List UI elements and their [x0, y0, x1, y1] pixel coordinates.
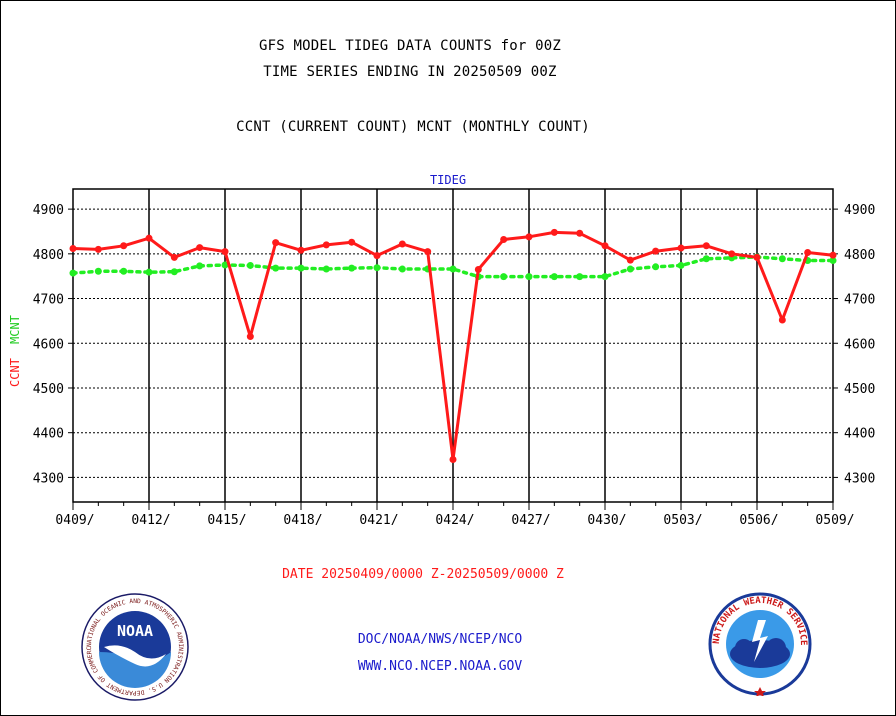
x-tick-label: 0427/	[511, 513, 550, 528]
data-point-mcnt	[145, 268, 153, 276]
data-point-ccnt	[94, 245, 102, 253]
data-point-mcnt	[322, 265, 330, 273]
data-point-mcnt	[69, 269, 77, 277]
x-axis-ticks: 0409/0412/0415/0418/0421/0424/0427/0430/…	[55, 502, 855, 528]
y-tick-label: 4300	[33, 471, 64, 486]
data-point-ccnt	[778, 316, 786, 324]
y-tick-label-right: 4300	[844, 471, 875, 486]
x-tick-label: 0412/	[131, 513, 170, 528]
y-tick-label: 4700	[33, 293, 64, 308]
x-tick-label: 0409/	[55, 513, 94, 528]
y-tick-label-right: 4700	[844, 293, 875, 308]
x-axis-label: DATE 20250409/0000 Z-20250509/0000 Z	[282, 567, 564, 582]
data-point-mcnt	[576, 273, 584, 281]
y-tick-label: 4800	[33, 248, 64, 263]
y-tick-label-right: 4900	[844, 203, 875, 218]
y-axis-label-ccnt: CCNT	[8, 358, 22, 387]
data-point-ccnt	[373, 252, 381, 260]
footer-agency-path: DOC/NOAA/NWS/NCEP/NCO	[357, 632, 523, 647]
x-tick-label: 0415/	[207, 513, 246, 528]
header-subtitle: TIME SERIES ENDING IN 20250509 00Z	[263, 64, 557, 80]
noaa-logo: NOAA NATIONAL OCEANIC AND ATMOSPHERIC AD…	[80, 592, 189, 701]
data-point-mcnt	[398, 265, 406, 273]
data-point-ccnt	[272, 239, 280, 247]
data-point-mcnt	[196, 262, 204, 270]
data-point-ccnt	[500, 236, 508, 244]
y-tick-label: 4900	[33, 203, 64, 218]
x-tick-label: 0506/	[739, 513, 778, 528]
data-point-ccnt	[348, 238, 356, 246]
data-point-mcnt	[221, 261, 229, 269]
x-tick-label: 0421/	[359, 513, 398, 528]
y-tick-label-right: 4500	[844, 382, 875, 397]
data-point-mcnt	[449, 265, 457, 273]
y-tick-label-right: 4800	[844, 248, 875, 263]
data-point-ccnt	[474, 265, 482, 273]
data-point-ccnt	[145, 234, 153, 242]
data-point-ccnt	[398, 240, 406, 248]
data-point-ccnt	[449, 456, 457, 464]
header-legend-description: CCNT (CURRENT COUNT) MCNT (MONTHLY COUNT…	[236, 119, 590, 135]
x-tick-label: 0418/	[283, 513, 322, 528]
y-tick-label: 4500	[33, 382, 64, 397]
data-point-mcnt	[297, 264, 305, 272]
data-point-mcnt	[778, 255, 786, 263]
data-point-ccnt	[677, 244, 685, 252]
data-point-ccnt	[246, 333, 254, 341]
x-tick-label: 0509/	[815, 513, 854, 528]
data-point-mcnt	[170, 268, 178, 276]
data-point-ccnt	[221, 248, 229, 256]
data-point-mcnt	[677, 261, 685, 269]
header-title: GFS MODEL TIDEG DATA COUNTS for 00Z	[258, 38, 561, 54]
data-point-mcnt	[246, 261, 254, 269]
x-tick-label: 0424/	[435, 513, 474, 528]
x-tick-label: 0503/	[663, 513, 702, 528]
data-point-ccnt	[120, 242, 128, 250]
data-point-ccnt	[196, 244, 204, 252]
data-point-ccnt	[626, 256, 634, 264]
nws-logo: NATIONAL WEATHER SERVICE	[708, 592, 812, 696]
data-point-mcnt	[550, 273, 558, 281]
data-point-ccnt	[550, 228, 558, 236]
data-point-mcnt	[120, 267, 128, 275]
data-point-ccnt	[702, 242, 710, 250]
y-tick-label-right: 4600	[844, 337, 875, 352]
data-point-mcnt	[348, 264, 356, 272]
data-point-mcnt	[652, 263, 660, 271]
data-point-ccnt	[322, 241, 330, 249]
data-point-ccnt	[170, 253, 178, 261]
data-point-ccnt	[601, 242, 609, 250]
y-tick-label-right: 4400	[844, 427, 875, 442]
data-point-ccnt	[576, 229, 584, 237]
data-point-ccnt	[753, 253, 761, 261]
y-tick-label: 4400	[33, 427, 64, 442]
y-tick-label: 4600	[33, 337, 64, 352]
data-point-mcnt	[601, 273, 609, 281]
data-point-mcnt	[373, 264, 381, 272]
chart-series	[69, 228, 837, 464]
data-point-ccnt	[804, 248, 812, 256]
y-axis-label-mcnt: MCNT	[8, 315, 22, 344]
data-point-ccnt	[728, 250, 736, 258]
data-point-mcnt	[272, 264, 280, 272]
data-point-mcnt	[94, 267, 102, 275]
noaa-logo-text: NOAA	[117, 622, 153, 640]
x-tick-label: 0430/	[587, 513, 626, 528]
data-point-ccnt	[652, 247, 660, 255]
data-point-ccnt	[69, 244, 77, 252]
data-point-mcnt	[626, 265, 634, 273]
data-point-ccnt	[525, 233, 533, 241]
data-point-mcnt	[829, 257, 837, 265]
chart-title: TIDEG	[430, 173, 466, 187]
y-axis-ticks: 4300 4300 4400 4400 4500 4500 4600 4600 4700 4700…	[33, 203, 876, 486]
data-point-ccnt	[424, 248, 432, 256]
data-point-mcnt	[702, 255, 710, 263]
footer-website: WWW.NCO.NCEP.NOAA.GOV	[357, 659, 523, 674]
data-point-ccnt	[297, 246, 305, 254]
data-point-mcnt	[500, 273, 508, 281]
data-point-ccnt	[829, 251, 837, 259]
data-point-mcnt	[525, 273, 533, 281]
